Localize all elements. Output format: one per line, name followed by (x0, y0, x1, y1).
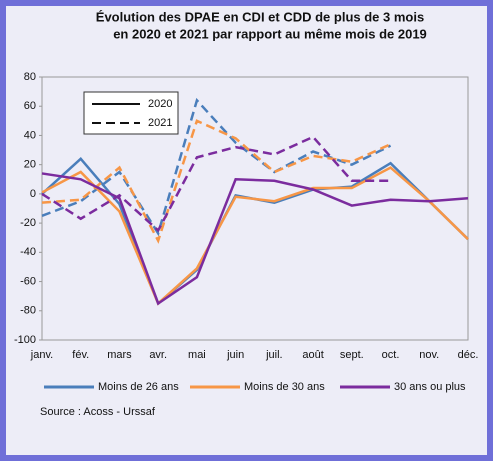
x-tick-label: sept. (340, 349, 364, 361)
y-tick-label: -20 (20, 217, 36, 229)
series-line (41, 166, 469, 306)
legend-label: Moins de 26 ans (98, 381, 179, 393)
y-tick-label: -40 (20, 246, 36, 258)
x-tick-label: déc. (458, 349, 479, 361)
style-legend (83, 91, 179, 135)
x-tick-label: mai (188, 349, 206, 361)
series-line (41, 135, 391, 233)
series-line (41, 97, 392, 237)
y-tick-label: 0 (30, 188, 36, 200)
x-tick-label: oct. (382, 349, 400, 361)
source: Source : Acoss - Urssaf (40, 406, 156, 418)
legend-label: 2021 (148, 117, 172, 129)
x-tick-label: mars (107, 349, 132, 361)
y-tick-label: -80 (20, 305, 36, 317)
x-tick-label: janv. (30, 349, 53, 361)
legend-label: 2020 (148, 98, 172, 110)
y-tick-label: 40 (24, 129, 36, 141)
x-tick-label: fév. (72, 349, 89, 361)
legend-label: 30 ans ou plus (394, 381, 466, 393)
x-tick-label: juil. (265, 349, 283, 361)
chart-title: Évolution des DPAE en CDI et CDD de plus… (96, 9, 424, 24)
y-tick-label: 60 (24, 100, 36, 112)
x-tick-label: juin (226, 349, 244, 361)
series-line (41, 172, 469, 306)
x-tick-label: avr. (149, 349, 167, 361)
x-tick-label: août (302, 349, 323, 361)
series-line (41, 119, 392, 244)
y-tick-label: -100 (14, 334, 36, 346)
y-tick-label: 80 (24, 71, 36, 83)
x-tick-label: nov. (419, 349, 439, 361)
chart-title: en 2020 et 2021 par rapport au même mois… (113, 26, 427, 41)
legend-label: Moins de 30 ans (244, 381, 325, 393)
plot-area (41, 76, 469, 341)
y-tick-label: 20 (24, 159, 36, 171)
y-tick-label: -60 (20, 275, 36, 287)
